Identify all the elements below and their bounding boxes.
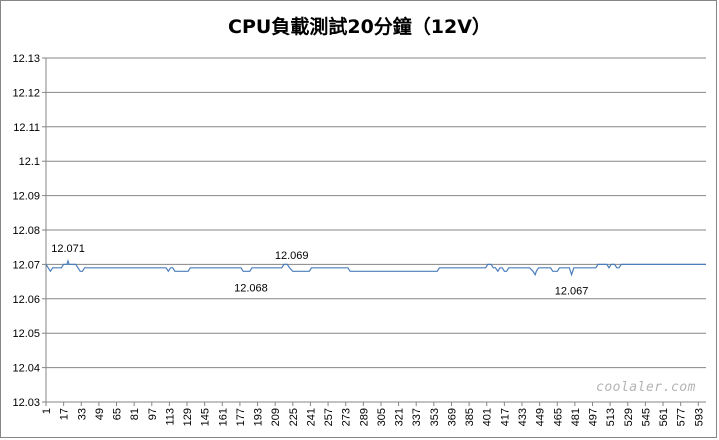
x-tick-label: 289 (358, 408, 370, 426)
x-tick-label: 385 (464, 408, 476, 426)
x-tick-label: 561 (658, 408, 670, 426)
y-tick-label: 12.08 (12, 225, 40, 237)
x-tick-label: 225 (288, 408, 300, 426)
y-tick-label: 12.03 (12, 397, 40, 409)
x-tick-label: 593 (693, 408, 705, 426)
x-tick-label: 145 (200, 408, 212, 426)
y-tick-label: 12.05 (12, 328, 40, 340)
x-tick-label: 17 (59, 408, 71, 420)
x-tick-label: 1 (41, 408, 53, 414)
x-tick-label: 497 (588, 408, 600, 426)
x-tick-label: 481 (570, 408, 582, 426)
x-tick-label: 529 (623, 408, 635, 426)
y-tick-label: 12.06 (12, 294, 40, 306)
data-label: 12.068 (234, 282, 268, 294)
x-tick-label: 177 (235, 408, 247, 426)
x-tick-label: 65 (112, 408, 124, 420)
x-tick-label: 81 (129, 408, 141, 420)
series-line (45, 259, 706, 277)
x-tick-label: 209 (270, 408, 282, 426)
x-tick-label: 129 (182, 408, 194, 426)
data-label: 12.069 (275, 250, 309, 262)
x-tick-label: 337 (411, 408, 423, 426)
x-tick-label: 449 (535, 408, 547, 426)
x-tick-label: 273 (341, 408, 353, 426)
y-tick-label: 12.09 (12, 191, 40, 203)
y-tick-label: 12.13 (12, 53, 40, 65)
x-tick-label: 49 (94, 408, 106, 420)
x-tick-label: 241 (305, 408, 317, 426)
y-tick-label: 12.11 (13, 122, 40, 134)
x-tick-label: 257 (323, 408, 335, 426)
x-tick-label: 113 (164, 408, 176, 426)
x-tick-label: 577 (676, 408, 688, 426)
x-tick-label: 513 (605, 408, 617, 426)
y-tick-label: 12.12 (12, 87, 40, 99)
x-tick-label: 433 (517, 408, 529, 426)
y-tick-label: 12.07 (12, 259, 40, 271)
x-tick-label: 401 (482, 408, 494, 426)
x-tick-label: 33 (76, 408, 88, 420)
chart-title: CPU負載測試20分鐘（12V） (228, 16, 491, 38)
x-tick-label: 97 (147, 408, 159, 420)
y-tick-label: 12.04 (12, 363, 40, 375)
x-tick-label: 417 (499, 408, 511, 426)
x-tick-label: 545 (640, 408, 652, 426)
x-tick-label: 465 (552, 408, 564, 426)
y-tick-label: 12.1 (19, 156, 40, 168)
x-tick-label: 353 (429, 408, 441, 426)
data-label: 12.067 (555, 286, 589, 298)
x-tick-label: 305 (376, 408, 388, 426)
data-label: 12.071 (51, 243, 85, 255)
x-tick-label: 161 (217, 408, 229, 426)
x-tick-label: 369 (446, 408, 458, 426)
x-tick-label: 321 (394, 408, 406, 426)
watermark: coolaler.com (596, 380, 696, 395)
x-tick-label: 193 (253, 408, 265, 426)
